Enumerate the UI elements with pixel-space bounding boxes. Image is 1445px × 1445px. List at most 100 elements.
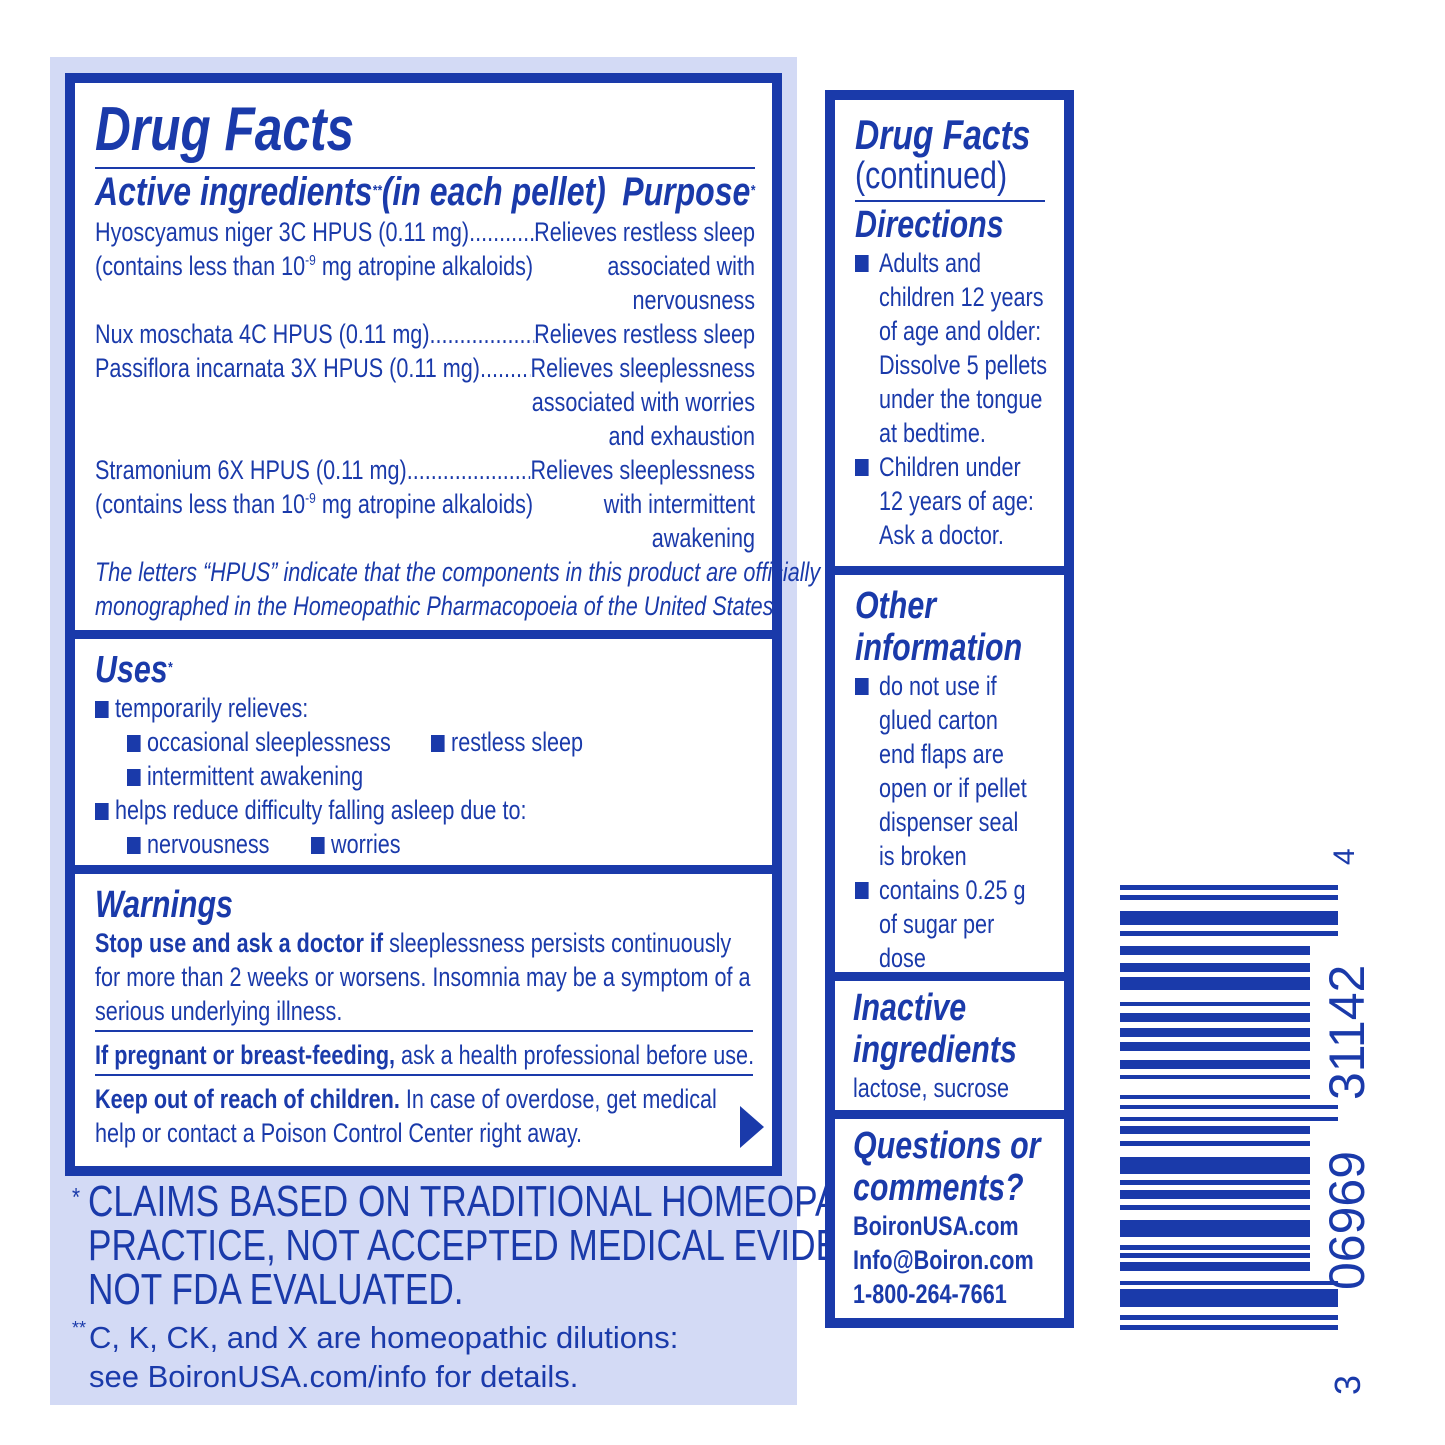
ingredient-row: Nux moschata 4C HPUS (0.11 mg) Relieves r… xyxy=(95,317,755,351)
bullet-icon xyxy=(95,701,109,718)
barcode-bar xyxy=(1120,931,1338,936)
ingredient-purpose: with intermittent xyxy=(603,489,755,519)
uses-item: restless sleep xyxy=(431,727,583,757)
active-ingredients-section: Drug Facts Active ingredients**(in each … xyxy=(75,83,821,630)
bullet-icon xyxy=(431,735,445,752)
continue-arrow-icon xyxy=(740,1106,764,1148)
active-ingredients-heading: Active ingredients**(in each pellet) xyxy=(95,170,606,214)
claims-footnote: * CLAIMS BASED ON TRADITIONAL HOMEOPATHI… xyxy=(72,1177,924,1314)
bullet-icon xyxy=(127,735,141,752)
barcode-bar xyxy=(1120,1042,1310,1051)
barcode-bar xyxy=(1120,1117,1338,1121)
barcode-right-digits: 31142 xyxy=(1319,964,1375,1100)
stop-use-warning: Stop use and ask a doctor if sleeplessne… xyxy=(95,928,751,1026)
ingredient-name: Nux moschata 4C HPUS (0.11 mg) xyxy=(95,319,430,349)
list-item: contains 0.25 g of sugar per dose xyxy=(855,873,1047,975)
continued-label: (continued) xyxy=(855,155,1008,197)
ingredient-purpose: awakening xyxy=(651,523,755,553)
barcode-bar xyxy=(1120,1002,1310,1006)
phone-number[interactable]: 1-800-264-7661 xyxy=(853,1279,1007,1309)
drug-facts-continued-box: Drug Facts (continued) Directions Adults… xyxy=(825,90,1074,1328)
barcode-bar xyxy=(1120,977,1310,990)
list-item: Children under 12 years of age: Ask a doct… xyxy=(855,450,1047,552)
ingredient-purpose: and exhaustion xyxy=(608,421,755,451)
bullet-icon xyxy=(855,459,869,476)
barcode: 3 06969 31142 4 xyxy=(1120,835,1380,1395)
ingredient-purpose: associated with worries xyxy=(531,387,755,417)
barcode-bar xyxy=(1120,1105,1338,1109)
title-block: Drug Facts xyxy=(95,97,755,169)
barcode-bar xyxy=(1120,1126,1310,1134)
keep-out-warning: Keep out of reach of children. In case o… xyxy=(95,1084,717,1148)
divider xyxy=(75,865,772,874)
uses-item: occasional sleeplessness xyxy=(127,725,431,759)
continued-title: Drug Facts xyxy=(855,111,1031,158)
barcode-bar xyxy=(1120,1220,1310,1237)
barcode-bar xyxy=(1120,963,1310,972)
barcode-last-digit: 4 xyxy=(1328,848,1361,865)
ingredient-row: Stramonium 6X HPUS (0.11 mg) Relieves sle… xyxy=(95,453,755,555)
ingredient-purpose: Relieves sleeplessness xyxy=(530,455,755,485)
barcode-bar xyxy=(1120,1141,1310,1146)
barcode-bar xyxy=(1120,1315,1338,1320)
questions-section: Questions or comments? BoironUSA.com Info… xyxy=(835,1119,1064,1318)
barcode-bar xyxy=(1120,885,1338,890)
barcode-bar xyxy=(1120,1060,1310,1069)
warnings-heading: Warnings xyxy=(95,884,233,926)
uses-item: nervousness xyxy=(127,827,311,861)
ingredient-row: Passiflora incarnata 3X HPUS (0.11 mg) Re… xyxy=(95,351,755,453)
uses-heading: Uses* xyxy=(95,649,173,691)
bullet-icon xyxy=(311,837,325,854)
barcode-bars xyxy=(1120,885,1338,1330)
barcode-first-digit: 3 xyxy=(1327,1374,1368,1395)
barcode-bar xyxy=(1120,1190,1310,1199)
bullet-icon xyxy=(127,769,141,786)
warnings-section: Warnings Stop use and ask a doctor if sl… xyxy=(75,874,772,1166)
barcode-bar xyxy=(1120,911,1338,925)
inactive-ingredients-section: Inactive ingredients lactose, sucrose xyxy=(835,981,1064,1110)
barcode-bar xyxy=(1120,1262,1310,1271)
hpus-note: The letters “HPUS” indicate that the com… xyxy=(95,557,821,621)
ingredient-purpose: Relieves sleeplessness xyxy=(530,353,755,383)
uses-item: intermittent awakening xyxy=(95,759,755,793)
uses-item: temporarily relieves: xyxy=(95,691,755,725)
directions-list: Adults and children 12 years of age and ol… xyxy=(855,246,1047,552)
barcode-bar xyxy=(1120,1028,1310,1037)
pregnancy-warning: If pregnant or breast-feeding, ask a hea… xyxy=(95,1040,755,1070)
ingredient-note: (contains less than 10-9 mg atropine alk… xyxy=(95,489,534,519)
barcode-bar xyxy=(1120,1075,1310,1079)
barcode-left-digits: 06969 xyxy=(1319,1150,1375,1290)
barcode-bar xyxy=(1120,1205,1310,1210)
divider xyxy=(75,630,772,639)
purpose-heading: Purpose* xyxy=(622,170,755,214)
divider xyxy=(835,972,1064,981)
barcode-bar xyxy=(1120,1013,1310,1022)
inactive-ingredients-heading: Inactive ingredients xyxy=(853,987,1017,1071)
ingredients-table: Active ingredients**(in each pellet) Pur… xyxy=(95,170,821,623)
barcode-bar xyxy=(1120,1325,1338,1330)
ingredient-purpose: nervousness xyxy=(632,285,755,315)
inactive-ingredients-text: lactose, sucrose xyxy=(853,1073,1010,1103)
divider xyxy=(835,1110,1064,1119)
ingredient-purpose: associated with xyxy=(607,251,755,281)
footnotes: * CLAIMS BASED ON TRADITIONAL HOMEOPATHI… xyxy=(72,1180,972,1396)
barcode-bar xyxy=(1120,1180,1310,1185)
barcode-bar xyxy=(1120,1157,1310,1174)
ingredient-name: Stramonium 6X HPUS (0.11 mg) xyxy=(95,455,407,485)
uses-section: Uses* temporarily relieves: occasional s… xyxy=(75,639,772,865)
barcode-bar xyxy=(1120,1289,1338,1307)
bullet-icon xyxy=(855,255,869,272)
barcode-bar xyxy=(1120,1245,1310,1250)
barcode-bar xyxy=(1120,1095,1310,1099)
directions-section: Drug Facts (continued) Directions Adults… xyxy=(835,100,1064,566)
ingredient-note: (contains less than 10-9 mg atropine alk… xyxy=(95,251,534,281)
drug-facts-title: Drug Facts xyxy=(95,95,355,164)
list-item: do not use if glued carton end flaps are op… xyxy=(855,669,1047,873)
uses-item: helps reduce difficulty falling asleep d… xyxy=(95,793,755,827)
divider xyxy=(835,566,1064,575)
directions-heading: Directions xyxy=(855,204,1004,246)
website-link[interactable]: BoironUSA.com xyxy=(853,1211,1019,1241)
email-link[interactable]: Info@Boiron.com xyxy=(853,1245,1034,1275)
bullet-icon xyxy=(855,678,869,695)
barcode-bar xyxy=(1120,895,1338,900)
